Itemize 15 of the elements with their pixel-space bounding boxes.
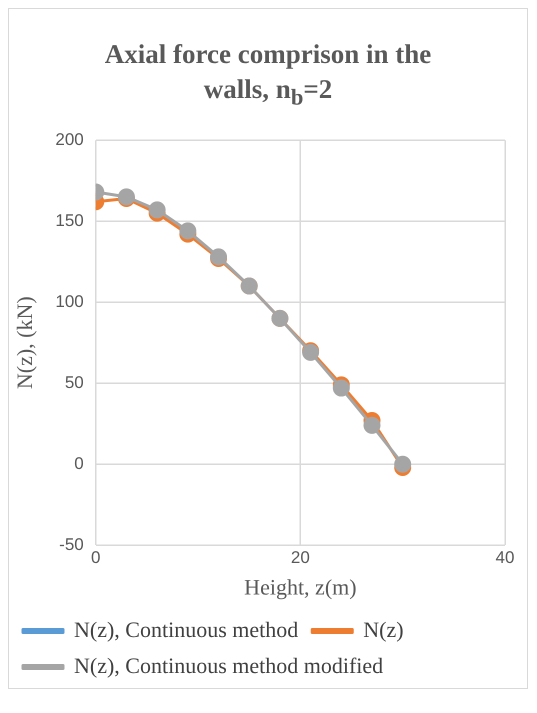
chart-title: Axial force comprison in the walls, n$_{b}$=2 — [104, 38, 432, 112]
y-tick-label: 0 — [74, 454, 84, 473]
y-tick-label: 200 — [55, 130, 84, 149]
x-tick-label: 0 — [91, 548, 100, 567]
x-tick-label: 20 — [290, 548, 310, 567]
legend-label: N(z), Continuous method modified — [74, 652, 384, 678]
y-tick-label: 50 — [64, 372, 84, 392]
legend-label: N(z) — [363, 616, 404, 642]
y-tick-label: 150 — [55, 210, 84, 230]
y-tick-label: -50 — [59, 534, 84, 554]
y-axis-title: N(z), (kN) — [12, 296, 37, 389]
y-tick-label: 100 — [55, 292, 84, 311]
x-axis-title: Height, z(m) — [244, 574, 357, 600]
legend-label: N(z), Continuous method — [74, 616, 298, 642]
x-tick-label: 40 — [496, 548, 514, 567]
